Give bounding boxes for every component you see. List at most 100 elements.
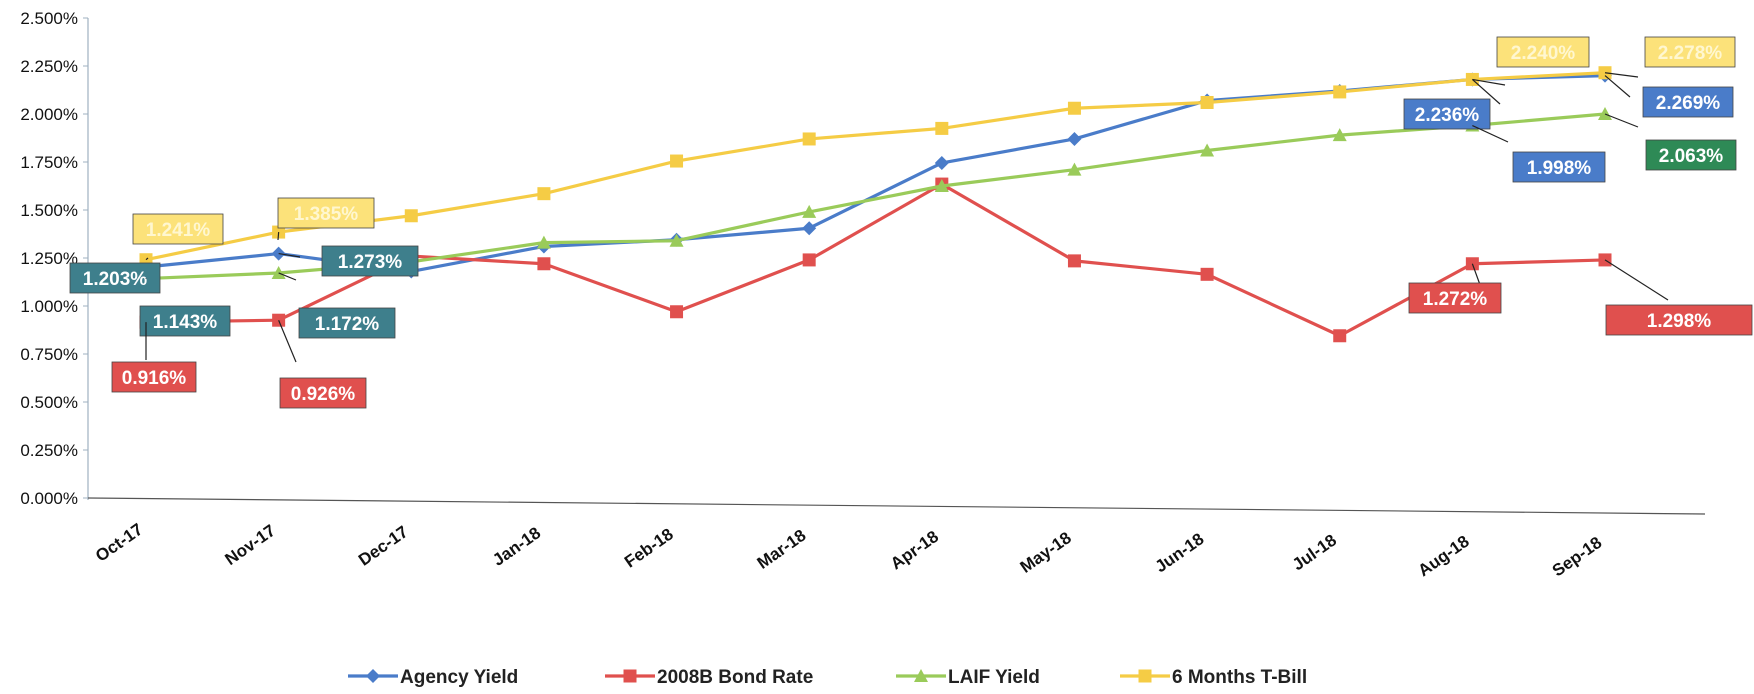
data-point bbox=[1067, 101, 1081, 115]
data-point bbox=[1200, 143, 1215, 157]
callout-box bbox=[321, 245, 419, 277]
data-point bbox=[935, 121, 949, 135]
callout: 1.998% bbox=[1472, 124, 1606, 183]
callout-box bbox=[1403, 98, 1491, 130]
data-point bbox=[802, 132, 816, 146]
callout-label: 0.916% bbox=[122, 368, 187, 389]
data-point bbox=[934, 155, 949, 170]
callout: 2.063% bbox=[1604, 113, 1737, 171]
data-point bbox=[1332, 128, 1347, 142]
x-tick-label: May-18 bbox=[1017, 528, 1075, 577]
y-tick-label: 1.250% bbox=[20, 249, 78, 268]
callout: 2.269% bbox=[1604, 75, 1734, 118]
y-tick-label: 1.500% bbox=[20, 201, 78, 220]
callout: 1.143% bbox=[139, 278, 231, 337]
y-tick-label: 1.750% bbox=[20, 153, 78, 172]
callout-box bbox=[1512, 151, 1606, 183]
x-tick-label: Aug-18 bbox=[1415, 532, 1473, 581]
legend-item: 2008B Bond Rate bbox=[605, 667, 813, 688]
legend-label: 2008B Bond Rate bbox=[657, 667, 813, 688]
data-point bbox=[1333, 85, 1347, 99]
callout-label: 1.273% bbox=[338, 252, 403, 273]
y-tick-label: 2.500% bbox=[20, 9, 78, 28]
callout-label: 1.298% bbox=[1647, 311, 1712, 332]
callout-leader bbox=[1604, 259, 1669, 301]
callout-leader bbox=[145, 257, 149, 261]
callout-box bbox=[69, 262, 161, 294]
callout-label: 1.272% bbox=[1423, 289, 1488, 310]
callout-leader bbox=[1604, 113, 1639, 128]
callout: 1.203% bbox=[69, 262, 161, 294]
series-line bbox=[145, 74, 1606, 274]
callout-label: 2.278% bbox=[1658, 43, 1723, 64]
data-point bbox=[802, 221, 817, 236]
callout: 1.385% bbox=[277, 197, 375, 241]
data-point bbox=[669, 233, 684, 247]
callout-label: 2.063% bbox=[1659, 146, 1724, 167]
data-point bbox=[1067, 162, 1082, 176]
data-point bbox=[536, 235, 551, 249]
y-tick-label: 0.750% bbox=[20, 345, 78, 364]
callout: 1.172% bbox=[278, 272, 396, 339]
legend-item: Agency Yield bbox=[348, 667, 518, 688]
legend-swatch-marker bbox=[1138, 669, 1152, 683]
callout-label: 2.236% bbox=[1415, 105, 1480, 126]
callout-leader bbox=[278, 252, 301, 258]
callout-label: 2.240% bbox=[1511, 43, 1576, 64]
callout-box bbox=[279, 377, 367, 409]
data-point bbox=[670, 154, 684, 168]
callout-leader bbox=[1471, 78, 1501, 105]
callout-label: 1.172% bbox=[315, 314, 380, 335]
callout-box bbox=[298, 307, 396, 339]
x-tick-label: Jan-18 bbox=[489, 523, 544, 569]
legend-swatch-marker bbox=[366, 669, 380, 683]
data-point bbox=[271, 265, 286, 279]
callout-label: 1.385% bbox=[294, 204, 359, 225]
callout-leader bbox=[278, 272, 297, 281]
callout-label: 1.203% bbox=[83, 269, 148, 290]
callout-box bbox=[1408, 282, 1502, 314]
legend: Agency Yield 2008B Bond Rate LAIF Yield 6 M… bbox=[348, 667, 1307, 688]
y-tick-label: 2.250% bbox=[20, 57, 78, 76]
callout-leader bbox=[278, 319, 297, 363]
callout: 2.236% bbox=[1403, 78, 1501, 130]
x-tick-label: Mar-18 bbox=[754, 526, 810, 573]
data-point bbox=[1067, 131, 1082, 146]
callout-label: 2.269% bbox=[1656, 93, 1721, 114]
series-3 bbox=[139, 66, 1612, 267]
series-line bbox=[145, 71, 1606, 262]
callout-box bbox=[1605, 304, 1753, 336]
y-tick-label: 1.000% bbox=[20, 297, 78, 316]
legend-label: LAIF Yield bbox=[948, 667, 1040, 688]
callout: 1.298% bbox=[1604, 259, 1753, 336]
callout-box bbox=[132, 213, 224, 245]
x-tick-label: Dec-17 bbox=[355, 522, 412, 570]
callout-box bbox=[139, 305, 231, 337]
data-point bbox=[802, 253, 816, 267]
callout-leader bbox=[277, 232, 280, 241]
x-tick-label: Sep-18 bbox=[1549, 533, 1606, 581]
data-point bbox=[1598, 253, 1612, 267]
callout: 2.278% bbox=[1604, 36, 1736, 78]
legend-swatch-marker bbox=[623, 669, 637, 683]
callout-label: 1.998% bbox=[1527, 158, 1592, 179]
callout-box bbox=[111, 361, 197, 393]
y-tick-label: 0.250% bbox=[20, 441, 78, 460]
callout-label: 1.241% bbox=[146, 220, 211, 241]
y-axis-ticks: 0.000% 0.250% 0.500% 0.750% 1.000% 1.250% 1.50… bbox=[20, 9, 88, 508]
callout-leader bbox=[1472, 124, 1509, 143]
data-point bbox=[1200, 267, 1214, 281]
data-callouts: 1.241% 1.385% 2.240% 2.278% 1.203% 1.273% 1.14… bbox=[69, 36, 1753, 409]
data-point bbox=[934, 179, 949, 192]
x-tick-label: Feb-18 bbox=[621, 525, 677, 572]
y-tick-label: 0.500% bbox=[20, 393, 78, 412]
callout: 1.241% bbox=[132, 213, 224, 261]
data-point bbox=[537, 257, 551, 271]
callout-box bbox=[1645, 139, 1737, 171]
x-tick-label: Nov-17 bbox=[222, 521, 279, 569]
callout-box bbox=[1642, 86, 1734, 118]
data-point bbox=[404, 209, 418, 223]
x-axis-ticks: Oct-17 Nov-17 Dec-17 Jan-18 Feb-18 Mar-18 Apr-… bbox=[92, 520, 1605, 581]
data-point bbox=[537, 187, 551, 201]
data-point bbox=[802, 204, 817, 218]
